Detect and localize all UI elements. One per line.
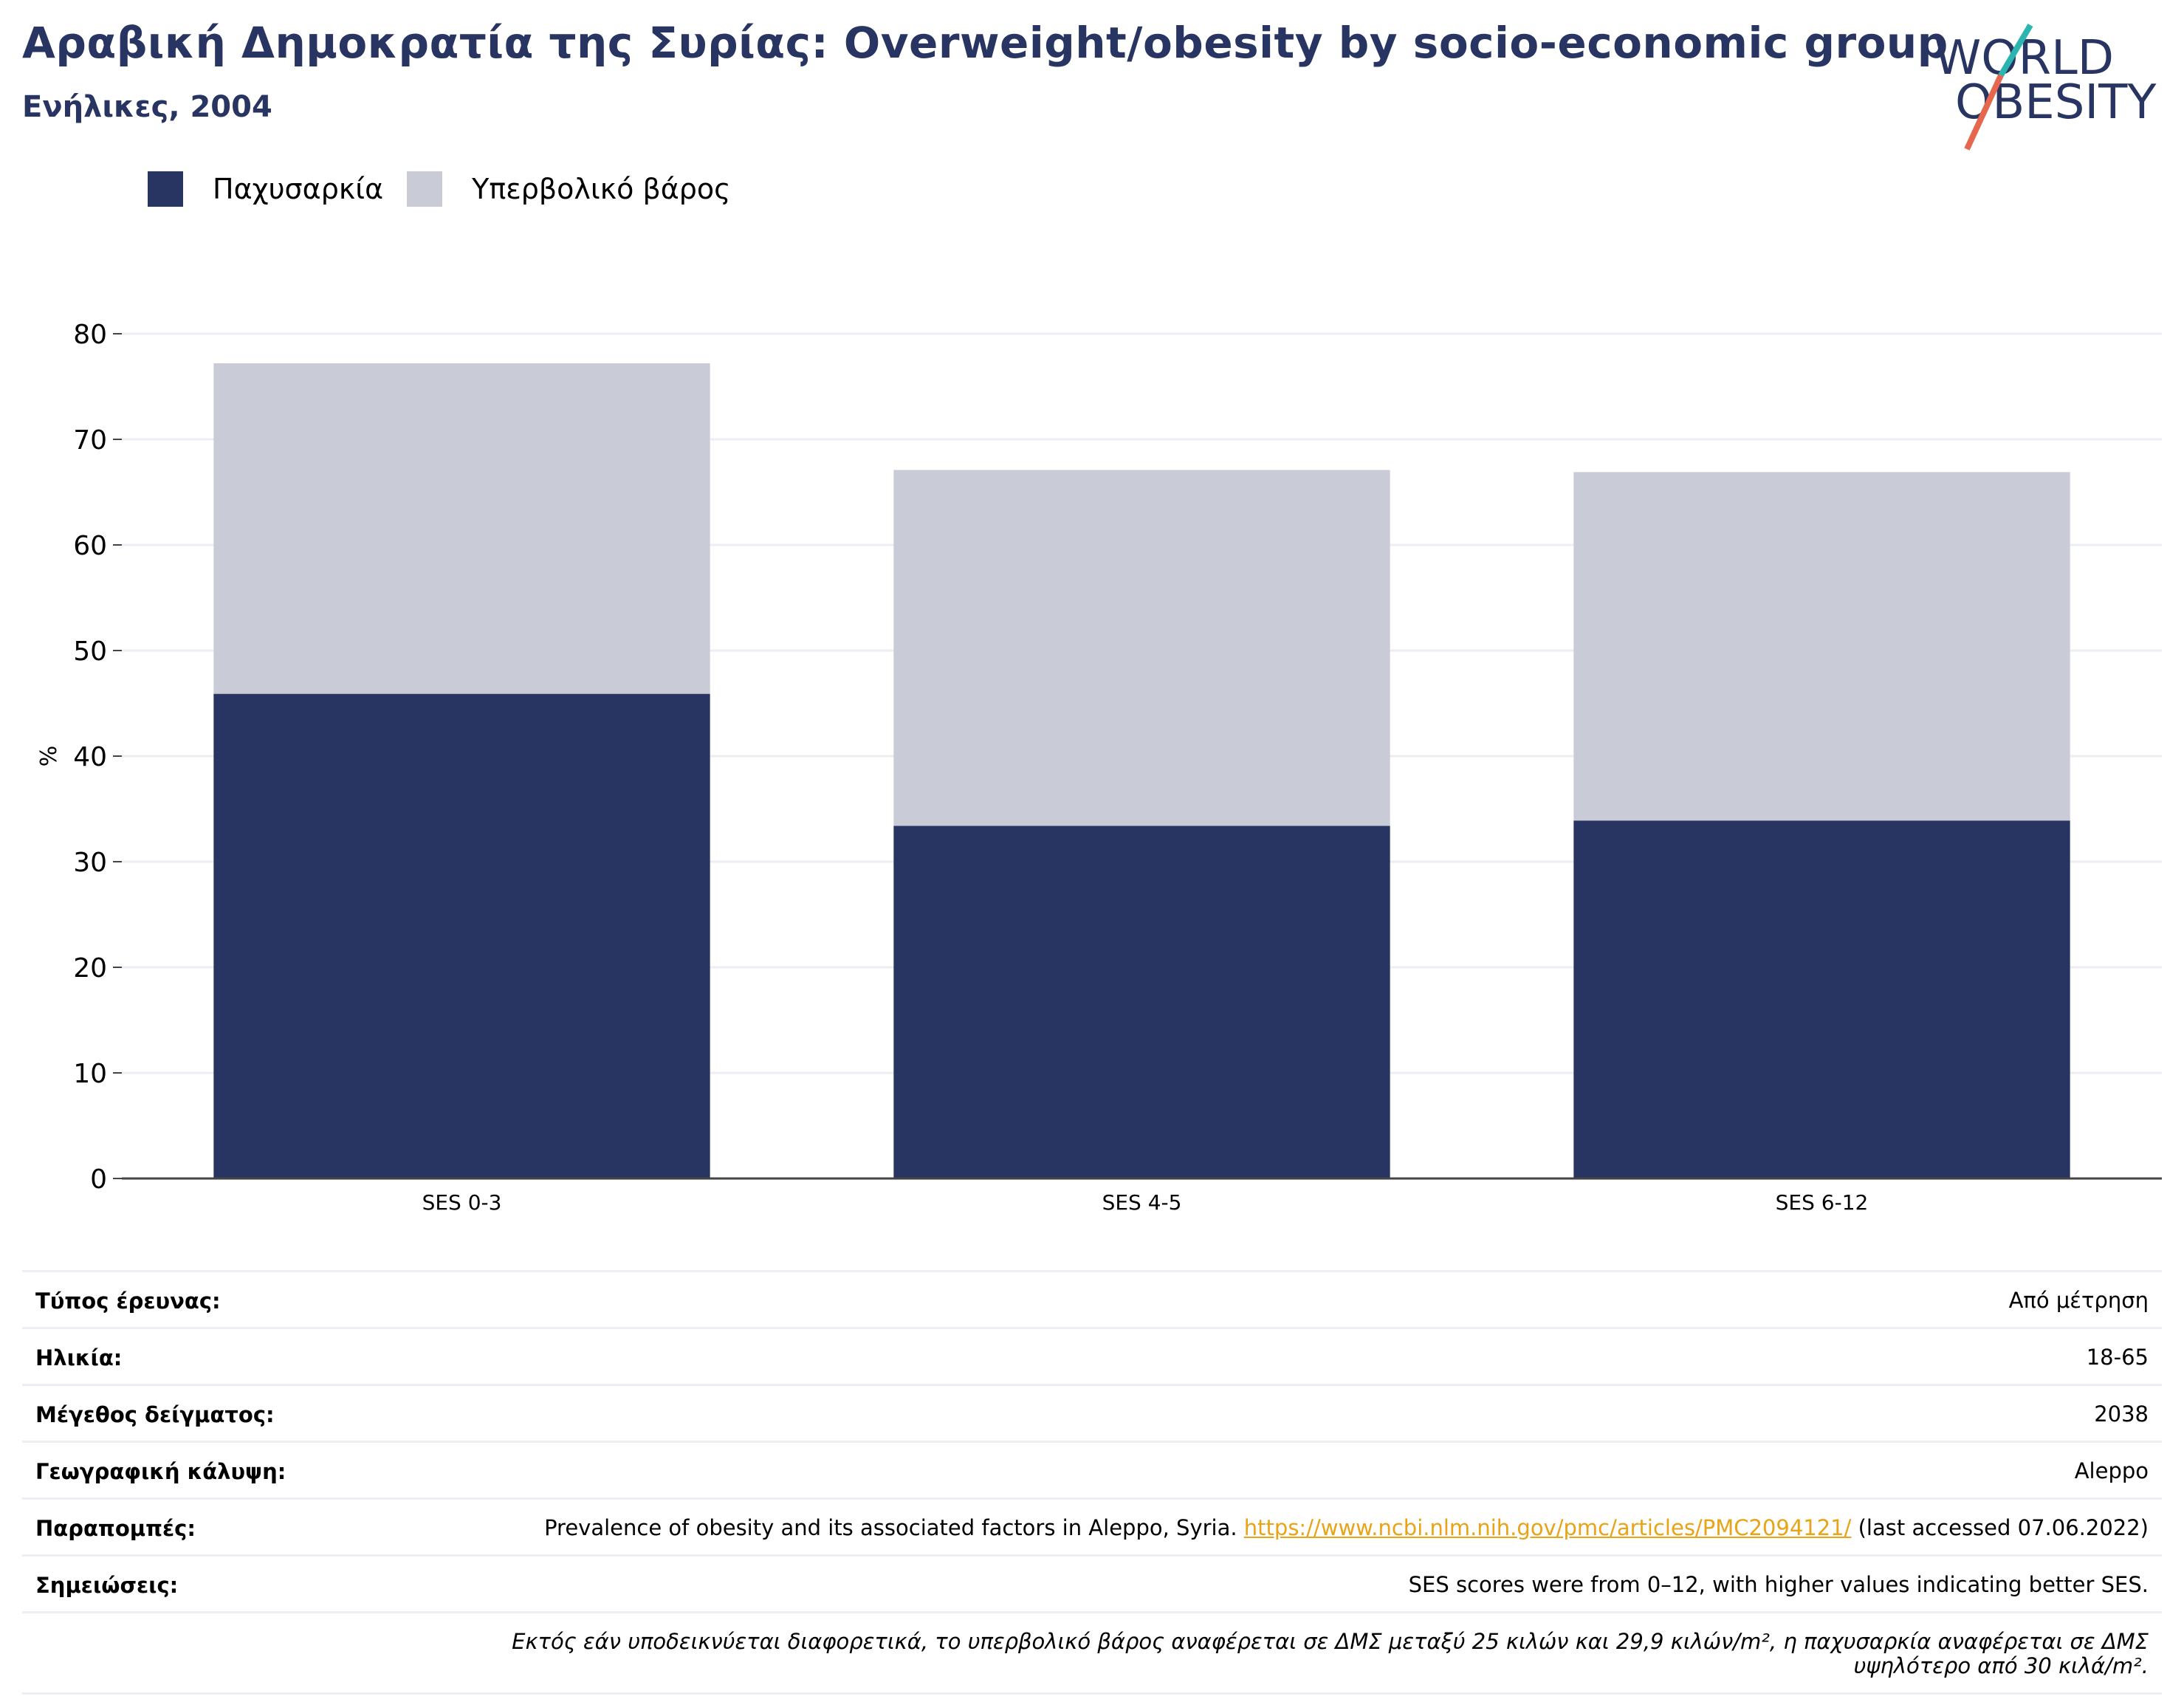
- chart-legend: Παχυσαρκία Υπερβολικό βάρος: [148, 171, 754, 207]
- age-value: 18-65: [2086, 1345, 2149, 1370]
- y-tick-label: 10: [73, 1059, 107, 1089]
- info-row-coverage: Γεωγραφική κάλυψη: Aleppo: [22, 1441, 2162, 1497]
- survey-info-table: Τύπος έρευνας: Από μέτρηση Ηλικία: 18-65…: [22, 1270, 2162, 1695]
- bar-obesity: [1573, 820, 2070, 1178]
- info-row-definition: Εκτός εάν υποδεικνύεται διαφορετικά, το …: [22, 1611, 2162, 1695]
- notes-value: SES scores were from 0–12, with higher v…: [1408, 1572, 2149, 1597]
- bar-obesity: [213, 693, 710, 1178]
- reference-accessed: (last accessed 07.06.2022): [1858, 1515, 2149, 1540]
- y-tick-label: 70: [73, 425, 107, 456]
- survey-type-value: Από μέτρηση: [2008, 1288, 2149, 1313]
- sample-size-value: 2038: [2094, 1401, 2149, 1427]
- x-tick-label: SES 6-12: [1776, 1190, 1869, 1215]
- y-tick-label: 60: [73, 531, 107, 561]
- y-tick-label: 40: [73, 742, 107, 772]
- bar-overweight: [213, 363, 710, 694]
- stacked-bar-chart: 0 10 20 30 40 50 60 70 80% SES 0-3 SES 4-5 SES 6-12: [36, 320, 2162, 1215]
- legend-label-obesity: Παχυσαρκία: [213, 173, 384, 205]
- legend-item-obesity[interactable]: Παχυσαρκία: [148, 171, 383, 207]
- y-axis-label: %: [36, 746, 62, 767]
- y-tick-label: 30: [73, 848, 107, 878]
- chart-subtitle: Ενήλικες, 2004: [22, 90, 272, 124]
- legend-label-overweight: Υπερβολικό βάρος: [472, 173, 731, 205]
- legend-item-overweight[interactable]: Υπερβολικό βάρος: [407, 171, 730, 207]
- coverage-label: Γεωγραφική κάλυψη:: [35, 1459, 286, 1484]
- info-row-age: Ηλικία: 18-65: [22, 1327, 2162, 1384]
- reference-text: Prevalence of obesity and its associated…: [544, 1515, 1237, 1540]
- bmi-definition-note: Εκτός εάν υποδεικνύεται διαφορετικά, το …: [512, 1629, 2149, 1679]
- logo-slash-teal: [1998, 23, 2033, 78]
- references-value: Prevalence of obesity and its associated…: [544, 1515, 2149, 1540]
- y-tick-label: 0: [90, 1164, 107, 1195]
- x-tick-label: SES 0-3: [422, 1190, 502, 1215]
- info-row-references: Παραπομπές: Prevalence of obesity and it…: [22, 1497, 2162, 1554]
- chart-title: Αραβική Δημοκρατία της Συρίας: Overweigh…: [22, 18, 1948, 68]
- bar-layer: [213, 363, 2070, 1178]
- y-tick-label: 20: [73, 953, 107, 984]
- legend-swatch-overweight: [407, 171, 443, 207]
- y-tick-label: 80: [73, 320, 107, 350]
- reference-link[interactable]: https://www.ncbi.nlm.nih.gov/pmc/article…: [1243, 1515, 1852, 1540]
- legend-swatch-obesity: [148, 171, 183, 207]
- bar-overweight: [893, 470, 1390, 826]
- axis-layer: 0 10 20 30 40 50 60 70 80% SES 0-3 SES 4-5 SES 6-12: [36, 320, 2162, 1215]
- survey-type-label: Τύπος έρευνας:: [35, 1288, 221, 1314]
- age-label: Ηλικία:: [35, 1345, 123, 1370]
- references-label: Παραπομπές:: [35, 1516, 196, 1541]
- info-row-sample-size: Μέγεθος δείγματος: 2038: [22, 1384, 2162, 1441]
- notes-label: Σημειώσεις:: [35, 1573, 179, 1598]
- logo-slash-red: [1964, 74, 2004, 151]
- info-row-survey-type: Τύπος έρευνας: Από μέτρηση: [22, 1270, 2162, 1327]
- bar-overweight: [1573, 472, 2070, 821]
- info-row-notes: Σημειώσεις: SES scores were from 0–12, w…: [22, 1554, 2162, 1611]
- coverage-value: Aleppo: [2074, 1458, 2149, 1483]
- sample-size-label: Μέγεθος δείγματος:: [35, 1402, 275, 1427]
- bar-obesity: [893, 826, 1390, 1178]
- y-tick-label: 50: [73, 636, 107, 667]
- world-obesity-logo: WORLD OBESITY: [1934, 23, 2157, 151]
- x-tick-label: SES 4-5: [1102, 1190, 1182, 1215]
